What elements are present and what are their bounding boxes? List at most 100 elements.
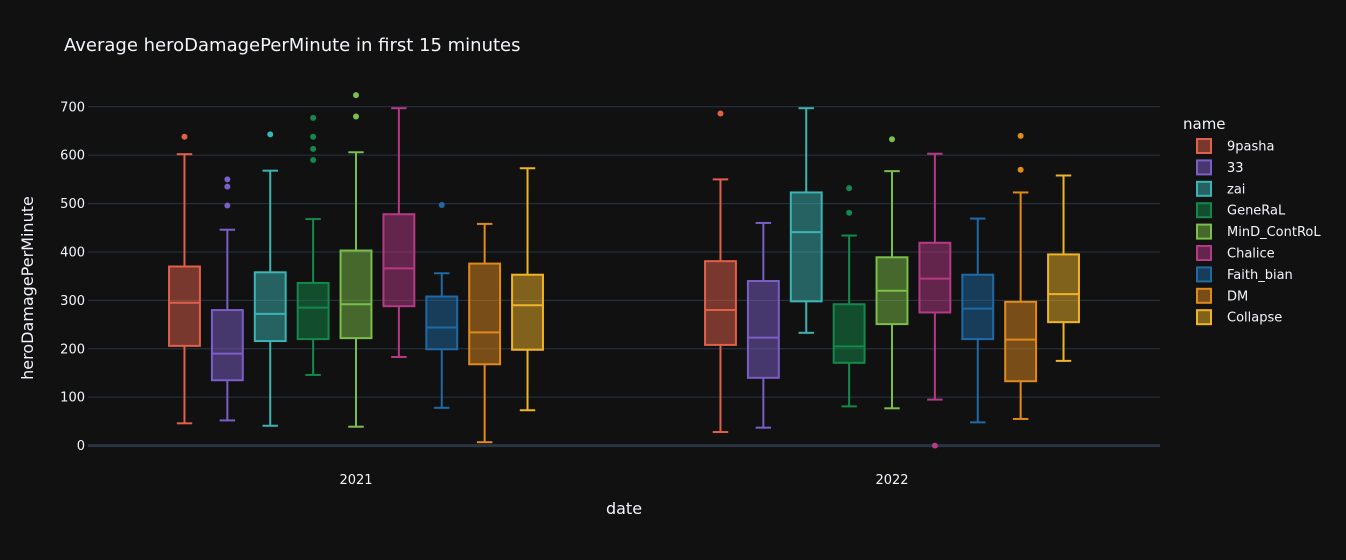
box-iqr [1004,300,1038,383]
box-iqr [339,249,373,340]
box-33 [746,221,780,429]
box-Faith_bian [425,202,459,409]
box-traces [168,92,1080,449]
legend-item: zai [1196,180,1245,197]
legend: 9pasha 33 zai GeneRaL MinD_ContRoL Chalice Fai… [1196,138,1321,326]
legend-item: Collapse [1196,309,1282,326]
outlier-point [889,136,895,143]
legend-item: MinD_ContRoL [1196,223,1321,240]
outlier-point [224,176,231,183]
outlier-point [224,202,231,209]
legend-label: GeneRaL [1227,204,1286,219]
legend-label: 33 [1227,161,1244,176]
outlier-point [353,92,359,99]
y-tick-label: 300 [60,294,85,309]
y-axis-title: heroDamagePerMinute [18,196,37,380]
outlier-point [310,145,317,152]
chart-title: Average heroDamagePerMinute in first 15 … [64,35,521,56]
box-Collapse [511,167,544,412]
box-Collapse [1047,174,1080,362]
legend-swatch [1196,180,1212,197]
box-DM [468,222,502,444]
legend-label: MinD_ContRoL [1227,225,1321,240]
y-tick-labels: 0 100 200 300 400 500 600 700 [60,100,85,454]
legend-swatch [1196,159,1212,176]
box-MinD_ContRoL [875,136,909,410]
box-iqr [961,273,995,341]
box-GeneRaL [296,114,330,376]
box-iqr [296,281,330,341]
y-tick-label: 400 [60,245,85,260]
y-tick-label: 600 [60,149,85,164]
box-DM [1004,132,1038,420]
y-tick-label: 100 [60,391,85,406]
box-iqr [511,273,544,351]
outlier-point [224,183,231,190]
legend-item: Faith_bian [1196,266,1293,283]
legend-item: DM [1196,287,1248,304]
box-Faith_bian [961,217,995,424]
outlier-point [1017,132,1024,139]
y-tick-label: 700 [60,100,85,115]
y-tick-label: 200 [60,342,85,357]
box-GeneRaL [832,185,866,408]
box-33 [210,176,244,422]
box-zai [789,107,823,334]
legend-item: GeneRaL [1196,202,1286,219]
box-Chalice [918,152,952,449]
outlier-point [181,133,188,140]
outlier-point [846,209,853,216]
box-iqr [789,191,823,303]
legend-item: 33 [1196,159,1244,176]
box-iqr [1047,253,1080,324]
legend-label: DM [1227,289,1248,304]
legend-label: Chalice [1227,247,1275,262]
outlier-point [717,110,724,117]
legend-swatch [1196,245,1212,261]
legend-swatch [1196,223,1212,240]
box-9pasha [168,133,201,425]
x-tick-labels: 2021 2022 [339,473,908,488]
outlier-point [846,185,853,192]
legend-swatch [1196,266,1212,283]
outlier-point [438,202,445,209]
legend-item: 9pasha [1196,138,1274,155]
legend-label: Faith_bian [1227,268,1293,283]
outlier-point [267,131,274,138]
legend-item: Chalice [1196,245,1275,262]
outlier-point [310,114,317,121]
outlier-point [310,133,317,140]
box-iqr [253,271,287,343]
box-MinD_ContRoL [339,92,373,428]
x-axis-title: date [606,499,642,518]
box-iqr [832,303,866,364]
box-zai [253,131,287,427]
x-tick-label: 2022 [875,473,908,488]
legend-swatch [1196,138,1212,154]
box-iqr [382,213,416,308]
outlier-point [1017,166,1024,173]
outlier-point [931,442,938,449]
box-iqr [168,265,201,347]
outlier-point [353,113,359,120]
legend-label: zai [1227,182,1245,197]
box-iqr [425,295,459,351]
outlier-point [310,157,317,164]
box-iqr [704,260,737,346]
legend-swatch [1196,202,1212,219]
box-iqr [746,280,780,379]
legend-title: name [1183,115,1226,133]
box-iqr [210,309,244,382]
legend-label: 9pasha [1227,140,1274,155]
box-9pasha [704,110,737,434]
box-Chalice [382,107,416,359]
legend-label: Collapse [1227,311,1282,326]
legend-swatch [1196,287,1212,304]
legend-swatch [1196,309,1212,326]
box-iqr [468,262,502,366]
x-tick-label: 2021 [339,473,372,488]
y-tick-label: 0 [77,439,85,454]
y-tick-label: 500 [60,197,85,212]
